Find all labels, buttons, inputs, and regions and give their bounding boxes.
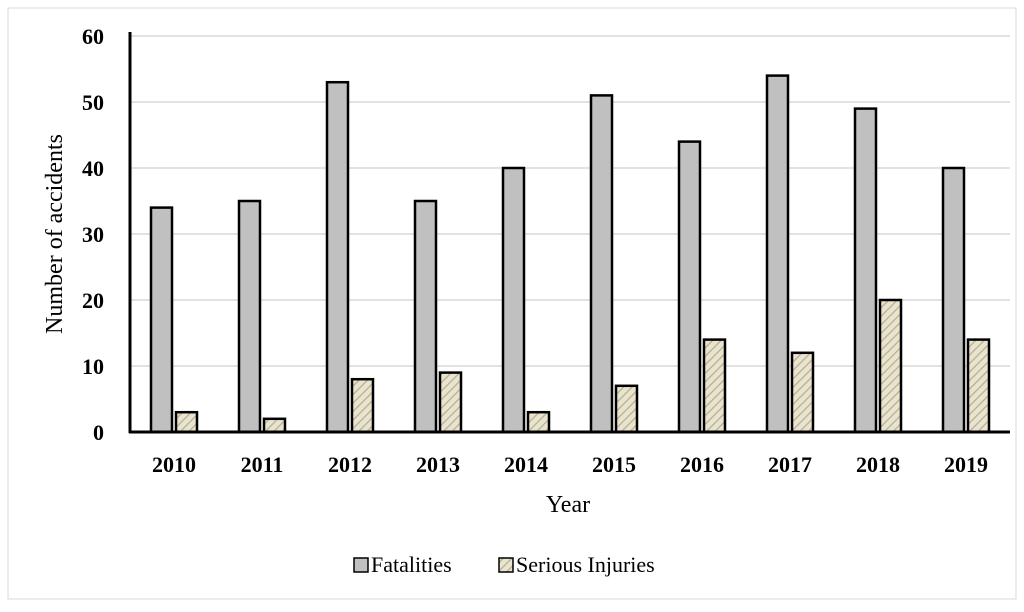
y-tick-label: 50 [82,90,104,115]
y-tick-label: 60 [82,24,104,49]
legend-label-serious-injuries: Serious Injuries [516,552,655,577]
x-tick-label: 2010 [152,452,196,477]
bar-fatalities [589,94,614,434]
x-tick-label: 2016 [680,452,724,477]
bar-fatalities [941,166,966,434]
bar-fatalities [765,74,790,434]
bar-fatalities [237,199,262,434]
bar-serious-injuries [702,338,727,434]
bar-fatalities [677,140,702,434]
bar-fatalities [501,166,526,434]
bars [149,74,991,434]
x-tick-label: 2011 [241,452,284,477]
y-tick-label: 0 [93,420,104,445]
tick-labels: 0 10 20 30 40 50 60 2010 2011 2012 2013 2014 2015 201… [82,24,988,477]
bar-serious-injuries [614,384,639,434]
y-tick-label: 30 [82,222,104,247]
bar-serious-injuries [350,377,375,434]
x-axis-title: Year [546,492,590,518]
bar-serious-injuries [526,410,551,434]
x-tick-label: 2012 [328,452,372,477]
x-tick-label: 2017 [768,452,812,477]
x-tick-label: 2013 [416,452,460,477]
y-tick-label: 20 [82,288,104,313]
x-tick-label: 2019 [944,452,988,477]
x-tick-label: 2015 [592,452,636,477]
bar-fatalities [149,206,174,434]
legend-swatch-serious-injuries [498,557,514,573]
bar-serious-injuries [262,417,287,434]
bar-serious-injuries [878,298,903,434]
legend-swatch-fatalities [353,557,369,573]
y-axis-title: Number of accidents [42,134,68,334]
legend: Fatalities Serious Injuries [353,552,655,577]
y-tick-label: 10 [82,354,104,379]
bar-fatalities [853,107,878,434]
bar-serious-injuries [790,351,815,434]
x-tick-label: 2014 [504,452,548,477]
bar-fatalities [413,199,438,434]
bar-fatalities [325,80,350,434]
bar-serious-injuries [174,410,199,434]
bar-serious-injuries [438,371,463,434]
y-tick-label: 40 [82,156,104,181]
legend-label-fatalities: Fatalities [371,552,452,577]
bar-serious-injuries [966,338,991,434]
x-tick-label: 2018 [856,452,900,477]
axes [128,32,1010,434]
